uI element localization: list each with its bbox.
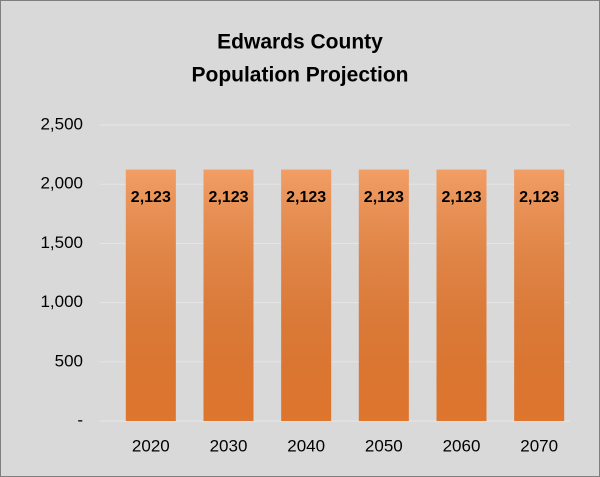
y-tick-label: 2,000 bbox=[40, 174, 83, 193]
x-tick-label: 2030 bbox=[210, 436, 248, 455]
y-tick-label: 500 bbox=[55, 351, 83, 370]
x-tick-label: 2070 bbox=[520, 436, 558, 455]
value-label: 2,123 bbox=[286, 189, 326, 206]
bar-shine bbox=[125, 169, 176, 421]
y-tick-label: 1,500 bbox=[40, 233, 83, 252]
value-label: 2,123 bbox=[441, 189, 481, 206]
x-tick-label: 2040 bbox=[287, 436, 325, 455]
chart-title: Edwards County bbox=[217, 31, 383, 54]
value-label: 2,123 bbox=[519, 189, 559, 206]
y-tick-label: - bbox=[77, 410, 83, 429]
bar-shine bbox=[358, 169, 409, 421]
value-label: 2,123 bbox=[364, 189, 404, 206]
x-tick-label: 2050 bbox=[365, 436, 403, 455]
value-label: 2,123 bbox=[131, 189, 171, 206]
bar-shine bbox=[281, 169, 332, 421]
y-tick-label: 1,000 bbox=[40, 292, 83, 311]
bar-shine bbox=[514, 169, 565, 421]
bar-shine bbox=[203, 169, 254, 421]
value-label: 2,123 bbox=[208, 189, 248, 206]
x-tick-label: 2020 bbox=[132, 436, 170, 455]
bar-shine bbox=[436, 169, 487, 421]
chart-title: Population Projection bbox=[191, 64, 408, 87]
y-tick-label: 2,500 bbox=[40, 114, 83, 133]
x-tick-label: 2060 bbox=[443, 436, 481, 455]
